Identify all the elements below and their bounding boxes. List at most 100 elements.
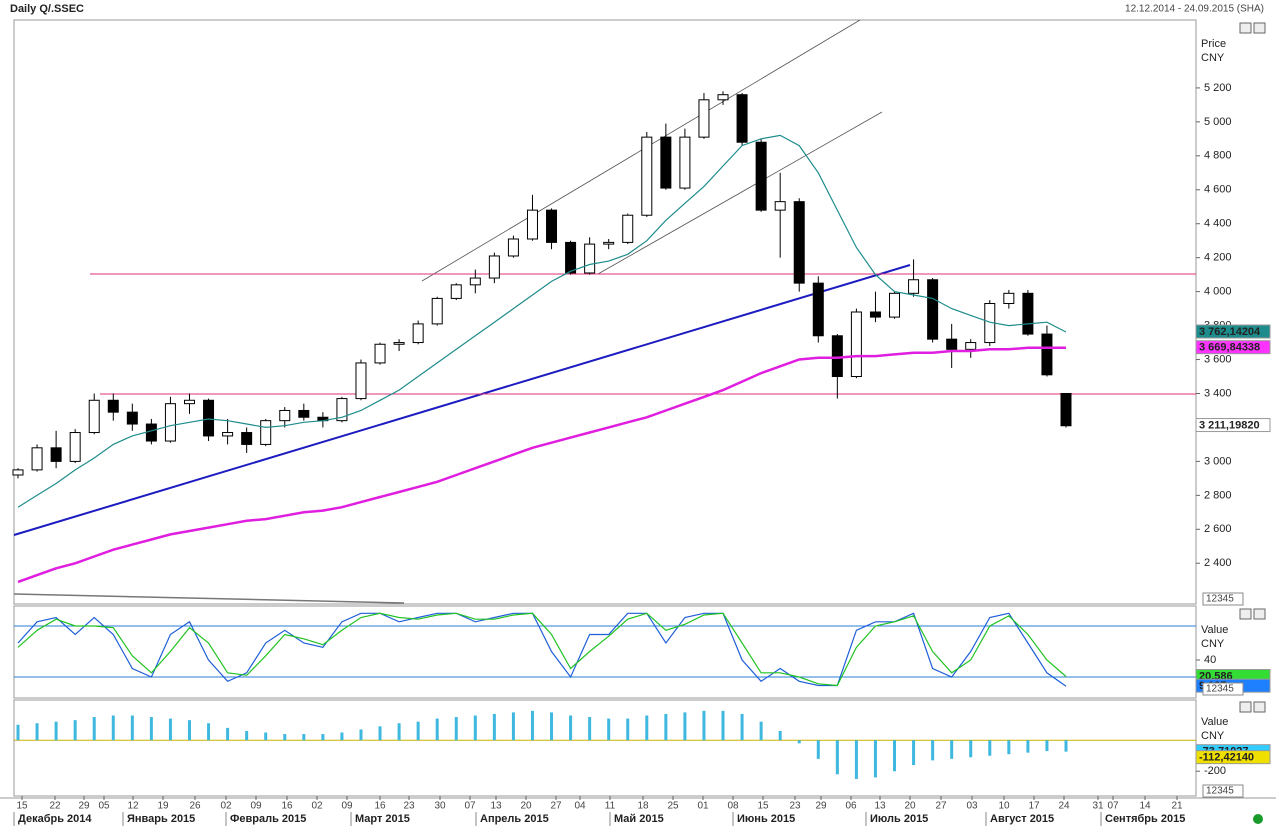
scale-label: 12345	[1206, 594, 1234, 605]
candle-body	[774, 201, 786, 211]
histogram-bar	[226, 727, 230, 741]
histogram-bar	[702, 710, 706, 741]
x-tick-label: 10	[998, 801, 1010, 812]
histogram-bar	[854, 740, 858, 779]
histogram-bar	[835, 740, 839, 775]
histogram-bar	[340, 732, 344, 741]
y-tick-label: 4 800	[1204, 150, 1232, 162]
candle-body	[279, 409, 291, 422]
histogram-bar	[569, 715, 573, 741]
histogram-bar	[931, 740, 935, 761]
month-label: Январь 2015	[127, 813, 195, 825]
y-tick-label: 2 800	[1204, 489, 1232, 501]
histogram-bar	[35, 723, 39, 741]
restore-button[interactable]	[1239, 701, 1252, 713]
scale-box	[1202, 784, 1244, 798]
y-tick-label: 4 600	[1204, 184, 1232, 196]
candle-body	[107, 399, 119, 413]
candle-body	[507, 238, 519, 257]
candle-body	[850, 311, 862, 378]
x-tick-label: 07	[464, 801, 476, 812]
candle-body	[622, 214, 634, 243]
histogram-bar	[321, 734, 325, 741]
x-tick-label: 25	[667, 801, 679, 812]
candle-body	[660, 136, 672, 189]
histogram-bar	[740, 713, 744, 741]
x-tick-label: 07	[1107, 801, 1119, 812]
x-tick-label: 20	[904, 801, 916, 812]
candle-body	[755, 141, 767, 211]
restore-button[interactable]	[1239, 608, 1252, 620]
histogram-bar	[873, 740, 877, 778]
candle-body	[889, 292, 901, 318]
scale-box	[1202, 592, 1244, 606]
histogram-bar	[1064, 740, 1068, 752]
last-value-box	[1195, 324, 1271, 339]
histogram-bar	[550, 712, 554, 741]
scale-box	[1202, 682, 1244, 696]
x-tick-label: 23	[403, 801, 415, 812]
candle-body	[431, 297, 443, 325]
histogram-bar	[92, 717, 96, 741]
candle-body	[145, 423, 157, 442]
candle-body	[31, 447, 43, 471]
candle-body	[1041, 333, 1053, 376]
candle-body	[69, 432, 81, 462]
last-value-label: 3 762,14204	[1199, 326, 1261, 338]
x-tick-label: 12	[127, 801, 139, 812]
histogram-bar	[264, 732, 268, 741]
drawing-line	[13, 593, 405, 604]
chart-title: Daily Q/.SSEC	[10, 3, 84, 15]
histogram-bar	[626, 718, 630, 741]
x-tick-label: 27	[935, 801, 947, 812]
histogram-bar	[778, 730, 782, 741]
x-tick-label: 04	[574, 801, 586, 812]
trend-line	[13, 264, 911, 536]
x-tick-label: 17	[1028, 801, 1040, 812]
close-button[interactable]	[1253, 22, 1266, 34]
candle-body	[355, 362, 367, 400]
x-tick-label: 06	[845, 801, 857, 812]
candle-body	[298, 409, 310, 418]
histogram-bar	[168, 718, 172, 741]
last-value-label: 3 211,19820	[1199, 419, 1260, 431]
candle-body	[526, 209, 538, 240]
x-tick-label: 24	[1058, 801, 1070, 812]
x-tick-label: 18	[637, 801, 649, 812]
candle-body	[736, 94, 748, 143]
candle-body	[565, 241, 577, 274]
x-tick-label: 31	[1092, 801, 1104, 812]
y-tick-label: 3 400	[1204, 387, 1232, 399]
window-buttons[interactable]	[1239, 22, 1266, 713]
candle-body	[222, 432, 234, 437]
month-label: Май 2015	[614, 813, 664, 825]
candle-body	[698, 99, 710, 138]
candle-body	[88, 399, 100, 434]
histogram-bar	[683, 712, 687, 741]
y-tick-label: 4 200	[1204, 252, 1232, 264]
histogram-bar	[797, 740, 801, 744]
histogram-bar	[283, 734, 287, 741]
moving-average	[17, 134, 1067, 508]
histogram-bar	[607, 718, 611, 741]
histogram-bar	[454, 717, 458, 741]
restore-button[interactable]	[1239, 22, 1252, 34]
x-tick-label: 16	[281, 801, 293, 812]
histogram-bar	[950, 740, 954, 759]
close-button[interactable]	[1253, 701, 1266, 713]
x-tick-label: 20	[520, 801, 532, 812]
month-label: Февраль 2015	[230, 813, 306, 825]
drawings	[13, 19, 1196, 604]
candle-body	[965, 342, 977, 350]
histogram-bar	[16, 724, 20, 741]
last-value-label: -112,42140	[1199, 752, 1254, 764]
oscillator-line	[17, 612, 1067, 687]
y-tick-label: 2 600	[1204, 523, 1232, 535]
month-label: Март 2015	[355, 813, 410, 825]
histogram-bar	[302, 734, 306, 741]
candle-body	[584, 243, 596, 274]
axis-title: Value	[1201, 716, 1228, 728]
channel-line	[421, 19, 861, 282]
close-button[interactable]	[1253, 608, 1266, 620]
